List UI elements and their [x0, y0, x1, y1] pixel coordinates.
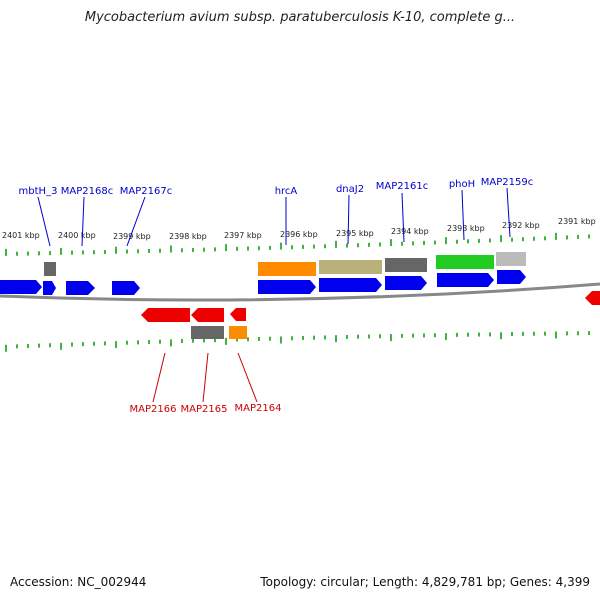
reverse-strand-genes — [141, 291, 600, 322]
reverse-gene-map2166[interactable] — [141, 308, 190, 322]
forward-gene-arrow[interactable] — [66, 281, 95, 295]
map-title: Mycobacterium avium subsp. paratuberculo… — [84, 10, 516, 25]
feature-orange-hrca[interactable] — [258, 262, 316, 276]
scale-label: 2400 kbp — [58, 231, 96, 240]
scale-label: 2394 kbp — [391, 227, 429, 236]
forward-gene-arrow[interactable] — [437, 273, 494, 287]
reverse-gene-map2165[interactable] — [191, 308, 224, 322]
scale-label: 2395 kbp — [336, 229, 374, 238]
feature-orange-map2164[interactable] — [229, 326, 247, 339]
gene-label-map2168c[interactable]: MAP2168c — [61, 186, 113, 197]
forward-gene-arrow[interactable] — [385, 276, 427, 290]
forward-gene-arrow[interactable] — [43, 281, 56, 295]
genome-backbone — [0, 282, 600, 302]
feature-gray-mbth3[interactable] — [44, 262, 56, 276]
reverse-gene-map2164[interactable] — [230, 308, 246, 321]
scale-label: 2401 kbp — [2, 231, 40, 240]
leader-line — [81, 196, 85, 247]
topology-text: Topology: circular; Length: 4,829,781 bp… — [260, 575, 590, 589]
feature-lightgray-map2159c[interactable] — [496, 252, 526, 266]
leader-line — [237, 352, 258, 403]
scale-label: 2397 kbp — [224, 231, 262, 240]
gene-label-hrca[interactable]: hrcA — [275, 186, 298, 197]
forward-gene-arrow[interactable] — [112, 281, 140, 295]
gene-label-phoh[interactable]: phoH — [449, 179, 475, 190]
top-leader-lines — [37, 187, 511, 247]
leader-line — [37, 196, 51, 247]
gene-label-map2164[interactable]: MAP2164 — [235, 403, 282, 414]
upper-features — [44, 252, 526, 276]
gene-label-map2161c[interactable]: MAP2161c — [376, 181, 428, 192]
accession-text: Accession: NC_002944 — [10, 575, 147, 589]
scale-labels: 2401 kbp 2400 kbp 2399 kbp 2398 kbp 2397… — [2, 217, 596, 241]
scale-label: 2396 kbp — [280, 230, 318, 239]
scale-label: 2392 kbp — [502, 221, 540, 230]
leader-line — [401, 192, 405, 243]
gene-label-map2165[interactable]: MAP2165 — [181, 404, 228, 415]
feature-green-phoh[interactable] — [436, 255, 494, 269]
scale-label: 2391 kbp — [558, 217, 596, 226]
forward-gene-arrow[interactable] — [0, 280, 42, 294]
bottom-leader-lines — [152, 352, 258, 403]
gene-label-map2167c[interactable]: MAP2167c — [120, 186, 172, 197]
scale-label: 2399 kbp — [113, 232, 151, 241]
leader-line — [126, 196, 146, 247]
leader-line — [506, 187, 511, 238]
top-gene-labels: mbtH_3 MAP2168c MAP2167c hrcA dnaJ2 MAP2… — [19, 177, 534, 197]
bottom-gene-labels: MAP2166 MAP2165 MAP2164 — [130, 403, 282, 415]
gene-label-dnaj2[interactable]: dnaJ2 — [336, 184, 364, 195]
forward-gene-arrow[interactable] — [497, 270, 526, 284]
forward-gene-arrow[interactable] — [319, 278, 382, 292]
feature-gray-map2161c[interactable] — [385, 258, 427, 272]
lower-features — [191, 326, 247, 339]
leader-line — [202, 352, 209, 403]
upper-tick-row — [5, 232, 590, 256]
feature-gray-map2165[interactable] — [191, 326, 224, 339]
gene-label-mbth3[interactable]: mbtH_3 — [19, 186, 58, 197]
forward-strand-genes — [0, 270, 526, 295]
gene-label-map2166[interactable]: MAP2166 — [130, 404, 177, 415]
leader-line — [461, 189, 465, 241]
gene-label-map2159c[interactable]: MAP2159c — [481, 177, 533, 188]
forward-gene-arrow[interactable] — [258, 280, 316, 294]
leader-line — [152, 352, 166, 403]
reverse-gene-arrow[interactable] — [585, 291, 600, 305]
scale-label: 2398 kbp — [169, 232, 207, 241]
lower-tick-row — [5, 331, 590, 352]
leader-line — [347, 194, 350, 245]
feature-olive-dnaj2[interactable] — [319, 260, 382, 274]
scale-label: 2393 kbp — [447, 224, 485, 233]
